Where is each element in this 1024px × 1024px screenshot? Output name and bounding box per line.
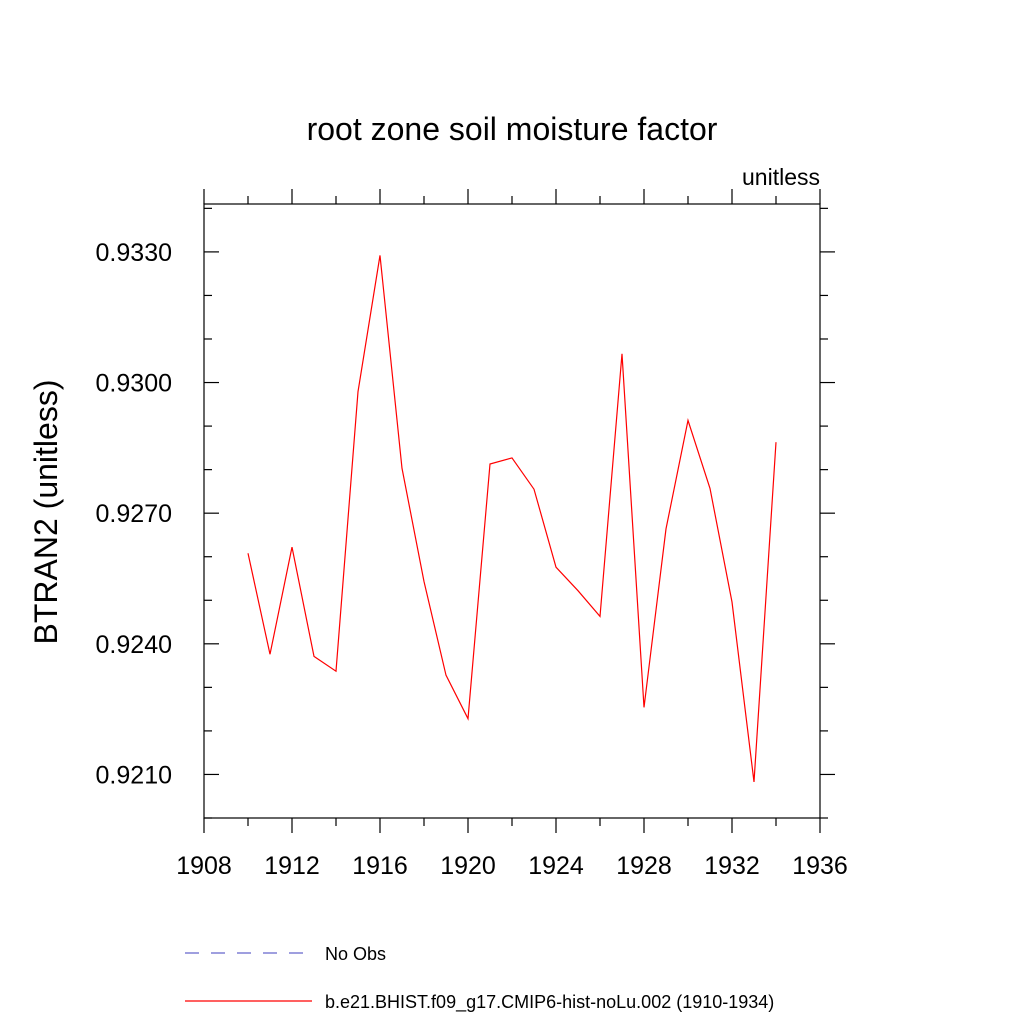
chart-units-label: unitless <box>742 164 820 190</box>
x-tick-label: 1916 <box>352 852 408 880</box>
x-tick-label: 1932 <box>704 852 760 880</box>
legend-label-no-obs: No Obs <box>325 944 386 964</box>
y-tick-label: 0.9330 <box>96 239 172 267</box>
x-tick-label: 1928 <box>616 852 672 880</box>
legend: No Obs b.e21.BHIST.f09_g17.CMIP6-hist-no… <box>185 944 774 1013</box>
series-layer <box>247 255 777 782</box>
chart-title: root zone soil moisture factor <box>307 111 718 147</box>
x-tick-label: 1924 <box>528 852 584 880</box>
y-tick-labels: 0.9210 0.9240 0.9270 0.9300 0.9330 <box>96 239 172 790</box>
y-tick-label: 0.9210 <box>96 761 172 789</box>
y-tick-label: 0.9300 <box>96 370 172 398</box>
legend-label-model-run: b.e21.BHIST.f09_g17.CMIP6-hist-noLu.002 … <box>325 992 774 1013</box>
x-tick-label: 1936 <box>792 852 848 880</box>
y-tick-label: 0.9270 <box>96 500 172 528</box>
axis-ticks <box>203 189 835 833</box>
series-line <box>247 255 777 782</box>
x-tick-label: 1908 <box>176 852 232 880</box>
plot-frame <box>203 203 821 819</box>
x-tick-labels: 1908 1912 1916 1920 1924 1928 1932 1936 <box>176 852 848 880</box>
x-tick-label: 1920 <box>440 852 496 880</box>
y-tick-label: 0.9240 <box>96 631 172 659</box>
y-axis-label: BTRAN2 (unitless) <box>28 380 64 645</box>
x-tick-label: 1912 <box>264 852 320 880</box>
